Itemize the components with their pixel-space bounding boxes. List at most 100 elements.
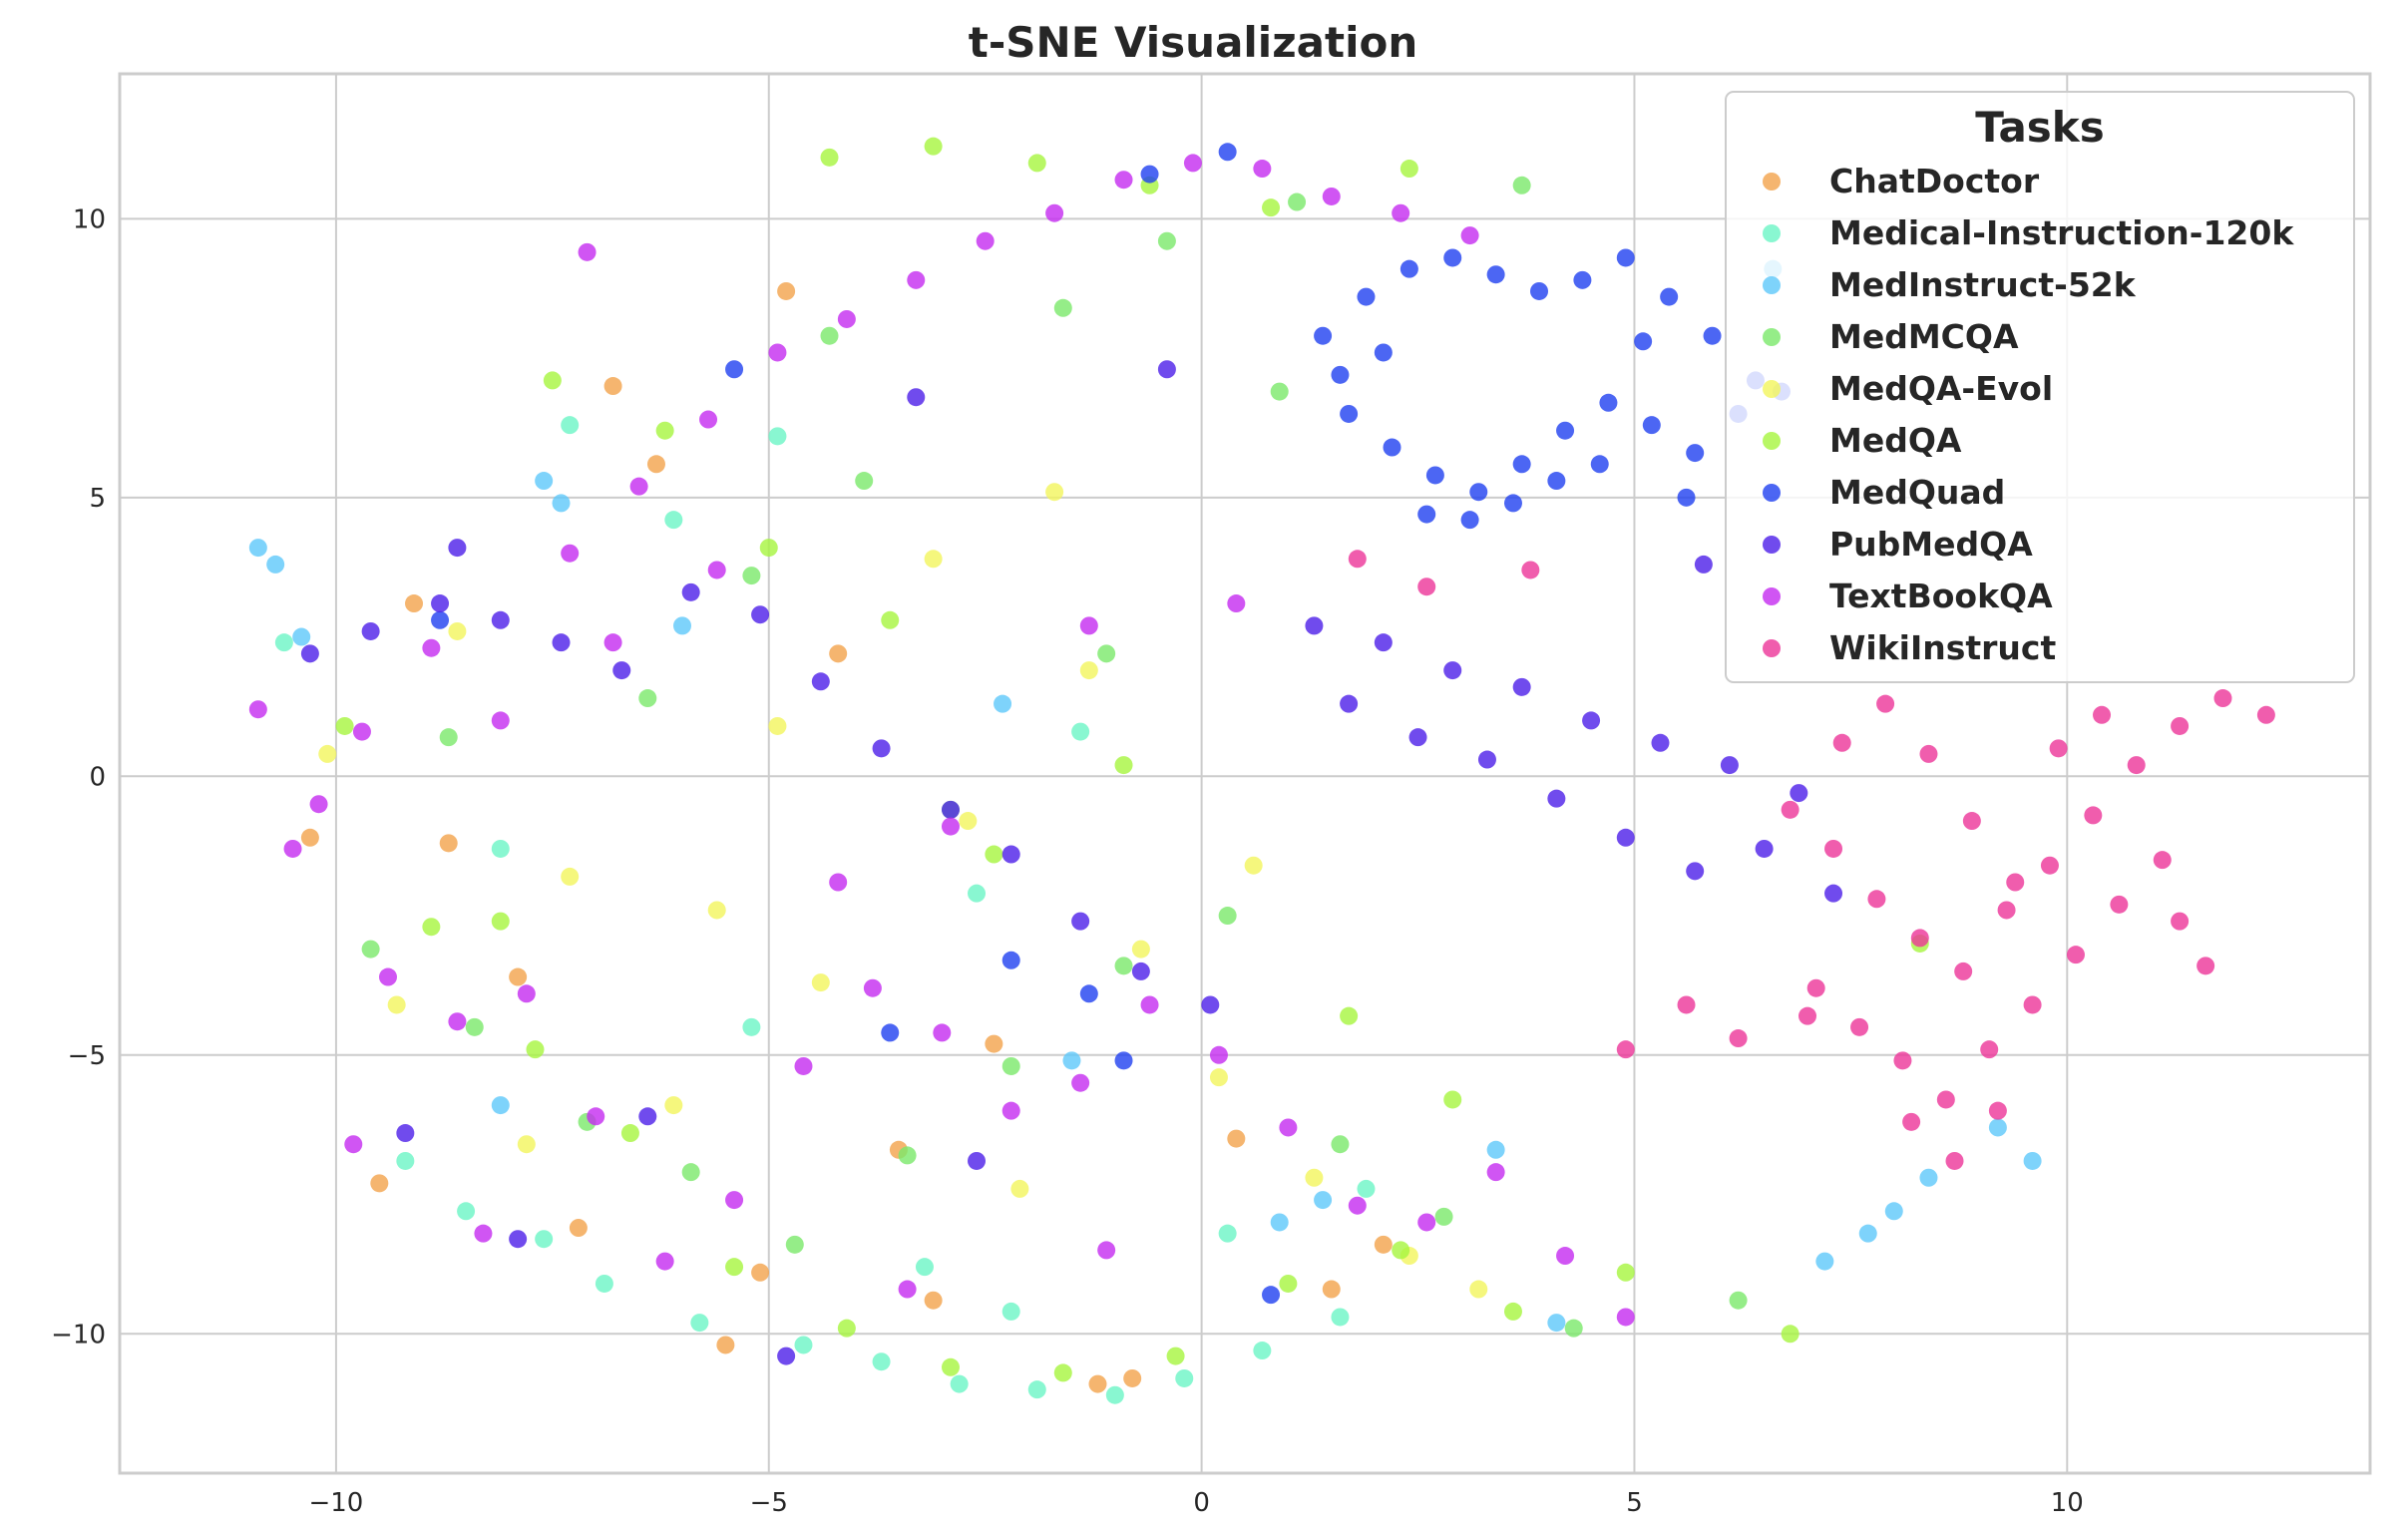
point-pubmedqa: [1651, 733, 1670, 752]
point-textbookqa: [309, 795, 328, 814]
point-pubmedqa: [1686, 862, 1705, 881]
point-textbookqa: [422, 638, 441, 657]
point-medinstruct-52k: [1062, 1051, 1081, 1070]
point-medical-instruction-120k: [915, 1258, 934, 1277]
point-medqa: [1053, 1363, 1072, 1382]
legend-label: MedQuad: [1829, 473, 2005, 512]
legend-label: Medical-Instruction-120k: [1829, 213, 2294, 252]
point-wikiinstruct: [2127, 756, 2146, 775]
point-medical-instruction-120k: [1001, 1302, 1020, 1321]
y-tick-label: 0: [89, 762, 106, 792]
point-textbookqa: [1209, 1045, 1228, 1064]
point-textbookqa: [629, 477, 648, 496]
point-pubmedqa: [777, 1347, 796, 1365]
point-pubmedqa: [1201, 995, 1220, 1014]
point-pubmedqa: [872, 739, 891, 758]
point-chatdoctor: [646, 455, 665, 474]
point-textbookqa: [1071, 1073, 1090, 1092]
point-medmcqa: [1218, 907, 1237, 926]
point-medquad: [1677, 488, 1696, 507]
point-medinstruct-52k: [1988, 1118, 2007, 1137]
point-medqa-evol: [1010, 1179, 1029, 1198]
point-medquad: [1573, 270, 1592, 289]
point-medquad: [1512, 455, 1531, 474]
point-textbookqa: [725, 1191, 744, 1210]
point-chatdoctor: [829, 644, 848, 663]
point-medmcqa: [439, 728, 458, 747]
point-textbookqa: [898, 1280, 917, 1299]
y-tick-label: 10: [73, 204, 106, 234]
point-medical-instruction-120k: [664, 511, 683, 530]
point-textbookqa: [655, 1252, 674, 1271]
point-medqa-evol: [1305, 1168, 1324, 1187]
point-wikiinstruct: [1729, 1029, 1748, 1048]
point-medqa-evol: [811, 973, 830, 992]
point-pubmedqa: [968, 1151, 987, 1170]
point-wikiinstruct: [1876, 694, 1895, 713]
axis-ticks: −10 −5 0 5 10 −10 −5 0 5 10: [51, 204, 2084, 1518]
point-textbookqa: [517, 984, 536, 1003]
point-medqa-evol: [664, 1096, 683, 1115]
point-pubmedqa: [681, 582, 700, 601]
point-pubmedqa: [1408, 728, 1427, 747]
point-medinstruct-52k: [994, 694, 1012, 713]
point-medmcqa: [1729, 1291, 1748, 1310]
point-medqa: [725, 1258, 744, 1277]
point-pubmedqa: [552, 633, 571, 652]
y-tick-label: −5: [68, 1041, 106, 1071]
point-wikiinstruct: [1945, 1151, 1964, 1170]
point-medqa-evol: [1209, 1068, 1228, 1087]
point-wikiinstruct: [2093, 705, 2112, 724]
x-tick-label: −10: [308, 1488, 363, 1518]
point-medqa: [1503, 1302, 1522, 1321]
point-medical-instruction-120k: [1105, 1385, 1124, 1404]
point-medqa: [881, 610, 900, 629]
point-medical-instruction-120k: [274, 633, 293, 652]
point-medquad: [431, 610, 450, 629]
point-chatdoctor: [777, 281, 796, 300]
point-pubmedqa: [1755, 839, 1774, 858]
point-wikiinstruct: [1997, 901, 2016, 920]
point-medmcqa: [638, 689, 657, 708]
point-medquad: [725, 360, 744, 379]
point-medqa-evol: [1469, 1280, 1488, 1299]
point-chatdoctor: [1374, 1235, 1393, 1254]
point-medquad: [1443, 248, 1462, 267]
point-wikiinstruct: [1616, 1040, 1635, 1059]
point-medmcqa: [898, 1146, 917, 1165]
point-textbookqa: [378, 967, 397, 986]
point-medquad: [1547, 472, 1566, 491]
point-wikiinstruct: [2213, 689, 2232, 708]
point-medical-instruction-120k: [561, 416, 580, 435]
point-textbookqa: [1001, 1101, 1020, 1120]
point-chatdoctor: [603, 377, 622, 396]
point-medinstruct-52k: [1815, 1252, 1834, 1271]
point-medmcqa: [1001, 1056, 1020, 1075]
point-wikiinstruct: [2171, 912, 2190, 931]
point-medinstruct-52k: [2023, 1151, 2042, 1170]
point-textbookqa: [863, 978, 882, 997]
point-textbookqa: [1556, 1247, 1575, 1266]
legend-title: Tasks: [1975, 103, 2105, 152]
point-textbookqa: [491, 711, 510, 730]
point-medqa: [335, 716, 354, 735]
point-medical-instruction-120k: [872, 1352, 891, 1371]
point-wikiinstruct: [1781, 800, 1799, 819]
point-chatdoctor: [509, 967, 528, 986]
point-pubmedqa: [1616, 828, 1635, 847]
point-wikiinstruct: [2171, 716, 2190, 735]
point-medical-instruction-120k: [690, 1314, 709, 1333]
point-medmcqa: [681, 1163, 700, 1182]
point-wikiinstruct: [2084, 806, 2103, 825]
point-medical-instruction-120k: [1357, 1179, 1376, 1198]
y-tick-label: −10: [51, 1320, 106, 1349]
point-textbookqa: [474, 1224, 493, 1243]
point-medical-instruction-120k: [535, 1230, 554, 1249]
point-textbookqa: [707, 561, 726, 579]
point-medquad: [1374, 343, 1393, 362]
point-medical-instruction-120k: [768, 427, 787, 446]
grid: [120, 74, 2370, 1473]
point-medmcqa: [742, 567, 761, 585]
point-textbookqa: [344, 1135, 363, 1154]
